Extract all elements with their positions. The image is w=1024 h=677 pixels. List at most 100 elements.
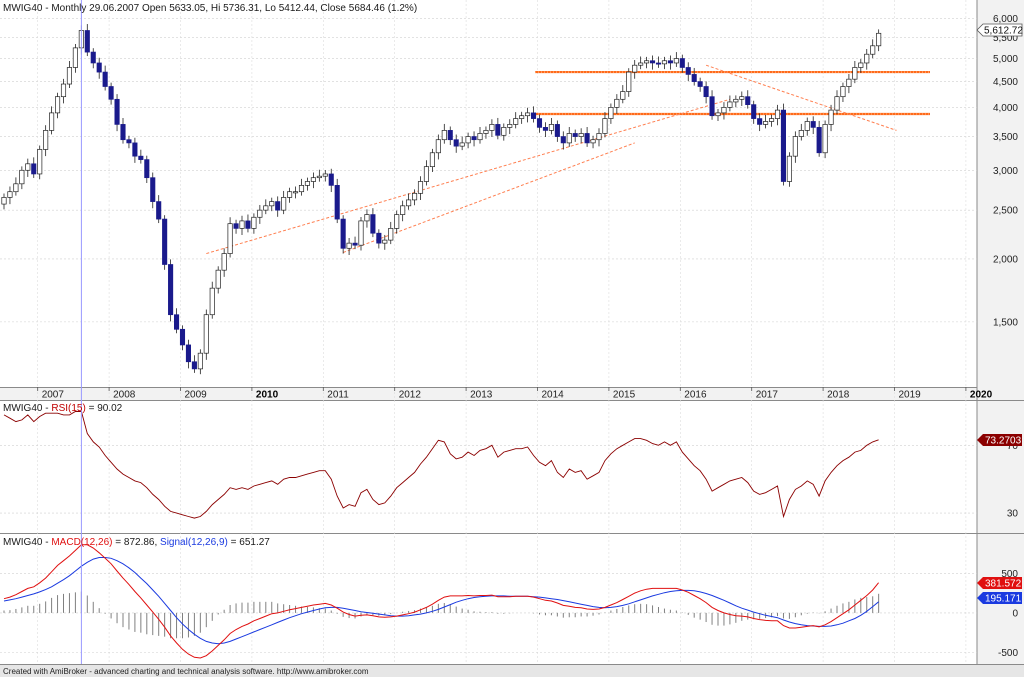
candle xyxy=(453,139,459,147)
candle xyxy=(120,124,126,141)
candle xyxy=(293,191,299,194)
signal-line[interactable] xyxy=(3,557,879,645)
trend-line[interactable] xyxy=(705,64,897,131)
candle xyxy=(352,242,358,246)
candle xyxy=(542,127,549,131)
candle xyxy=(846,78,852,87)
candle xyxy=(269,201,275,207)
price-tick-label: 4,000 xyxy=(993,103,1018,114)
price-tick-label: 2,500 xyxy=(993,206,1018,217)
candle xyxy=(471,136,477,141)
candle xyxy=(364,214,370,222)
date-tick-label: 2020 xyxy=(970,390,993,401)
candle xyxy=(608,107,614,119)
date-tick-label: 2011 xyxy=(327,390,349,401)
candle xyxy=(376,232,382,244)
candle xyxy=(417,181,424,194)
candle xyxy=(1,197,7,205)
candle xyxy=(578,133,584,137)
candle xyxy=(84,30,90,53)
price-tick-label: 5,500 xyxy=(993,33,1018,44)
candle xyxy=(400,205,406,215)
candle xyxy=(25,163,31,171)
date-tick-label: 2013 xyxy=(470,390,493,401)
candle xyxy=(168,264,174,316)
candle xyxy=(691,74,697,82)
date-tick-label: 2009 xyxy=(185,390,208,401)
candlestick-series xyxy=(1,24,882,375)
date-axis-labels: 2007 2008 2009 2010 2011 2012 2013 2014 2015 2016… xyxy=(42,390,993,401)
candle xyxy=(768,118,775,122)
price-tick-label: 2,000 xyxy=(993,254,1018,265)
candle xyxy=(251,216,257,229)
macd-pane[interactable] xyxy=(0,533,977,664)
candle xyxy=(572,133,578,137)
candle xyxy=(221,253,227,271)
macd-tick-label: -500 xyxy=(998,648,1018,659)
price-pane[interactable] xyxy=(0,0,977,387)
date-tick-label: 2010 xyxy=(256,390,279,401)
candle xyxy=(566,133,572,144)
candle xyxy=(489,124,495,131)
candle xyxy=(590,139,596,144)
rsi-pane[interactable] xyxy=(0,400,977,531)
candle xyxy=(394,214,400,229)
candle xyxy=(703,86,709,98)
rsi-line[interactable] xyxy=(3,411,879,519)
candle xyxy=(191,361,197,370)
date-tick-label: 2008 xyxy=(113,390,136,401)
candle xyxy=(673,58,679,64)
price-axis xyxy=(977,0,1024,400)
macd-line[interactable] xyxy=(3,544,879,659)
candle xyxy=(632,64,638,73)
candle xyxy=(441,130,447,141)
candle xyxy=(709,96,715,117)
price-badge: 5,612.72 xyxy=(976,23,1023,37)
candle xyxy=(346,242,352,249)
candle xyxy=(644,60,650,64)
date-axis xyxy=(0,387,977,400)
trend-line[interactable] xyxy=(206,98,731,255)
candle xyxy=(525,112,531,117)
candle xyxy=(780,109,787,182)
svg-text:381.572: 381.572 xyxy=(985,579,1022,590)
candle xyxy=(49,112,55,131)
svg-text:195.171: 195.171 xyxy=(985,594,1022,605)
candle xyxy=(596,133,602,141)
candle xyxy=(763,121,769,125)
candle xyxy=(102,71,108,87)
candle xyxy=(239,220,245,229)
candle xyxy=(287,191,293,198)
date-tick-label: 2012 xyxy=(399,390,422,401)
candle xyxy=(144,159,150,179)
candle xyxy=(257,209,263,218)
candle xyxy=(638,62,644,66)
candle xyxy=(13,183,19,193)
candle xyxy=(340,218,346,249)
candle xyxy=(203,314,209,354)
rsi-series xyxy=(3,411,879,519)
candle xyxy=(132,142,138,157)
candle xyxy=(548,124,554,131)
candle xyxy=(667,60,673,64)
candle xyxy=(334,185,340,220)
footer-text: Created with AmiBroker - advanced charti… xyxy=(3,667,369,676)
candle xyxy=(108,86,114,100)
candle xyxy=(245,220,251,229)
candle xyxy=(870,45,876,55)
candle xyxy=(495,124,501,136)
candle xyxy=(513,118,519,125)
candle xyxy=(679,58,685,68)
candle xyxy=(96,62,102,73)
price-header: MWIG40 - Monthly 29.06.2007 Open 5633.05… xyxy=(3,3,417,14)
value-axis-ticks: 1,500 2,000 2,500 3,000 3,500 4,000 4,500 5,000… xyxy=(993,14,1018,659)
candle xyxy=(382,239,388,244)
candle xyxy=(810,121,816,128)
candle xyxy=(852,67,858,80)
price-tick-label: 3,500 xyxy=(993,132,1018,143)
candle xyxy=(465,136,471,144)
candle xyxy=(429,152,435,168)
candle xyxy=(37,149,43,175)
date-tick-label: 2019 xyxy=(899,390,922,401)
